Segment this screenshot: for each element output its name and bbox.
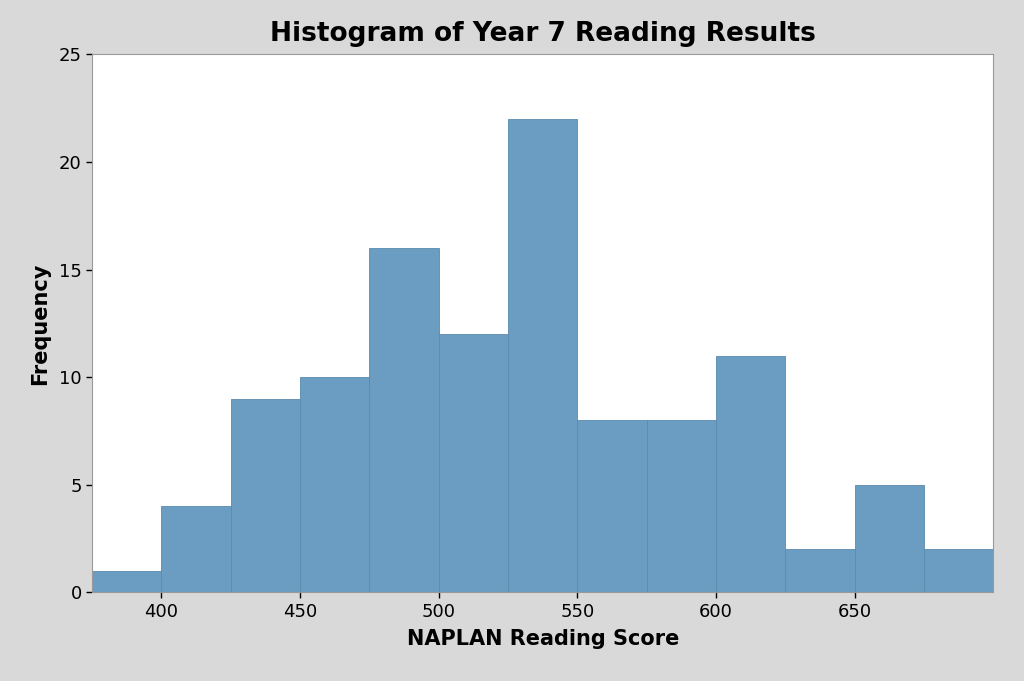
- Bar: [508, 119, 578, 592]
- Bar: [785, 550, 855, 592]
- Bar: [578, 420, 647, 592]
- Title: Histogram of Year 7 Reading Results: Histogram of Year 7 Reading Results: [269, 20, 816, 46]
- Bar: [993, 571, 1024, 592]
- Bar: [162, 507, 230, 592]
- Bar: [924, 550, 993, 592]
- Bar: [855, 485, 924, 592]
- Bar: [92, 571, 162, 592]
- Bar: [370, 248, 438, 592]
- Y-axis label: Frequency: Frequency: [31, 262, 50, 385]
- Bar: [300, 377, 370, 592]
- Bar: [230, 399, 300, 592]
- Bar: [716, 355, 785, 592]
- Bar: [438, 334, 508, 592]
- X-axis label: NAPLAN Reading Score: NAPLAN Reading Score: [407, 629, 679, 649]
- Bar: [647, 420, 716, 592]
